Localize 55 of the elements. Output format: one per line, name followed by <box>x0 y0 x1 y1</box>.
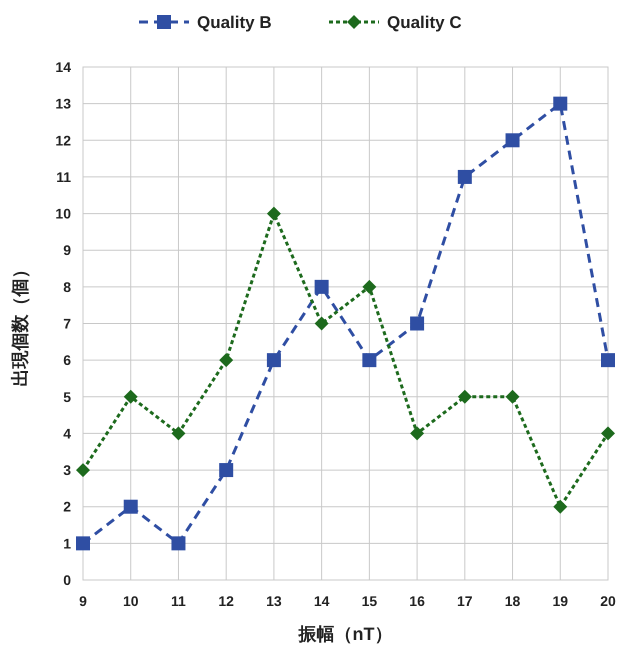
x-tick-label: 11 <box>171 593 186 609</box>
y-tick-label: 4 <box>63 425 72 442</box>
y-tick-label: 9 <box>63 242 72 258</box>
point <box>601 353 615 368</box>
x-tick-label: 19 <box>552 593 568 609</box>
y-axis-title: 出現個数（個） <box>10 260 30 386</box>
x-tick-label: 13 <box>266 593 282 609</box>
point <box>266 353 281 368</box>
x-axis-title: 振幅（nT） <box>298 624 392 644</box>
x-tick-label: 16 <box>409 593 426 609</box>
y-tick-label: 10 <box>55 206 72 222</box>
x-tick-label: 10 <box>122 593 139 609</box>
y-tick-label: 8 <box>63 278 72 295</box>
point <box>410 426 424 440</box>
point <box>76 463 90 478</box>
y-tick-label: 7 <box>63 316 72 332</box>
point <box>458 170 472 184</box>
legend-label: Quality C <box>387 13 462 32</box>
point <box>171 536 186 550</box>
point <box>76 536 90 550</box>
point <box>506 133 520 148</box>
y-tick-label: 0 <box>63 572 72 588</box>
y-tick-label: 14 <box>55 59 72 75</box>
point <box>553 96 568 111</box>
point <box>458 390 472 404</box>
y-tick-label: 1 <box>63 535 72 552</box>
point <box>124 500 138 514</box>
y-tick-label: 12 <box>55 132 72 148</box>
x-tick-label: 18 <box>504 593 521 609</box>
x-tick-label: 14 <box>314 593 330 609</box>
y-tick-label: 2 <box>63 498 72 515</box>
point <box>171 426 186 440</box>
point <box>506 390 520 404</box>
point <box>362 280 376 294</box>
y-tick-label: 3 <box>63 462 72 478</box>
point <box>410 316 424 330</box>
x-tick-label: 20 <box>600 593 616 609</box>
point <box>219 353 234 368</box>
x-tick-label: 15 <box>362 593 378 609</box>
x-tick-label: 12 <box>218 593 234 609</box>
point <box>553 500 568 514</box>
x-tick-label: 9 <box>79 593 88 609</box>
point <box>314 316 329 330</box>
y-tick-label: 6 <box>63 352 72 368</box>
x-tick-label: 17 <box>457 593 473 609</box>
point <box>219 463 234 478</box>
point <box>266 206 281 221</box>
point <box>314 280 329 294</box>
y-tick-label: 13 <box>55 96 72 112</box>
point <box>362 353 376 368</box>
y-tick-label: 5 <box>63 388 72 405</box>
legend-label: Quality B <box>197 13 272 32</box>
point <box>124 390 138 404</box>
y-tick-label: 11 <box>56 168 72 185</box>
point <box>601 426 615 440</box>
